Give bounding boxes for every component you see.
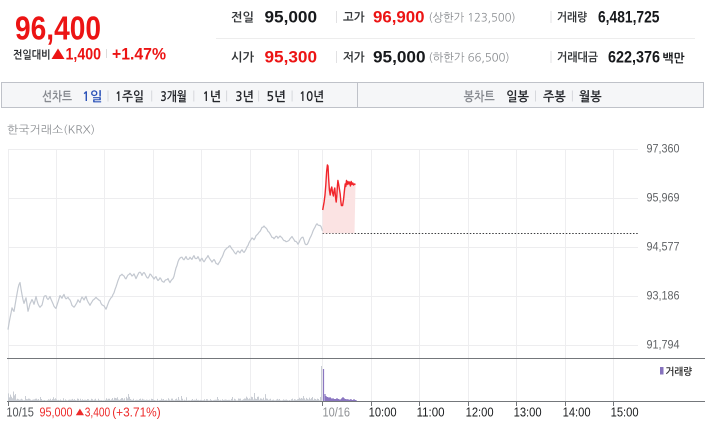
svg-text:622,376: 622,376: [608, 48, 660, 67]
svg-text:95,000: 95,000: [40, 406, 73, 420]
svg-text:95,000: 95,000: [265, 8, 318, 27]
svg-text:95,300: 95,300: [265, 48, 318, 67]
svg-text:95,000: 95,000: [373, 48, 426, 67]
svg-text:93,186: 93,186: [647, 291, 680, 303]
svg-text:14:00: 14:00: [563, 406, 591, 420]
svg-text:91,794: 91,794: [647, 340, 681, 352]
svg-text:+1.47%: +1.47%: [112, 45, 166, 64]
svg-text:10/15: 10/15: [6, 406, 34, 420]
svg-text:12:00: 12:00: [466, 406, 494, 420]
svg-text:96,900: 96,900: [373, 8, 425, 27]
svg-text:3,400: 3,400: [85, 406, 111, 420]
svg-text:10:00: 10:00: [369, 406, 397, 420]
svg-text:6,481,725: 6,481,725: [598, 8, 660, 27]
svg-text:(+3.71%): (+3.71%): [112, 406, 161, 420]
svg-text:11:00: 11:00: [417, 406, 445, 420]
svg-text:1,400: 1,400: [66, 45, 102, 64]
svg-text:10/16: 10/16: [323, 406, 351, 420]
svg-text:96,400: 96,400: [15, 10, 101, 47]
svg-text:15:00: 15:00: [611, 406, 639, 420]
svg-text:97,360: 97,360: [647, 144, 680, 156]
svg-text:95,969: 95,969: [647, 193, 680, 205]
svg-text:13:00: 13:00: [514, 406, 542, 420]
svg-text:94,577: 94,577: [647, 242, 680, 254]
